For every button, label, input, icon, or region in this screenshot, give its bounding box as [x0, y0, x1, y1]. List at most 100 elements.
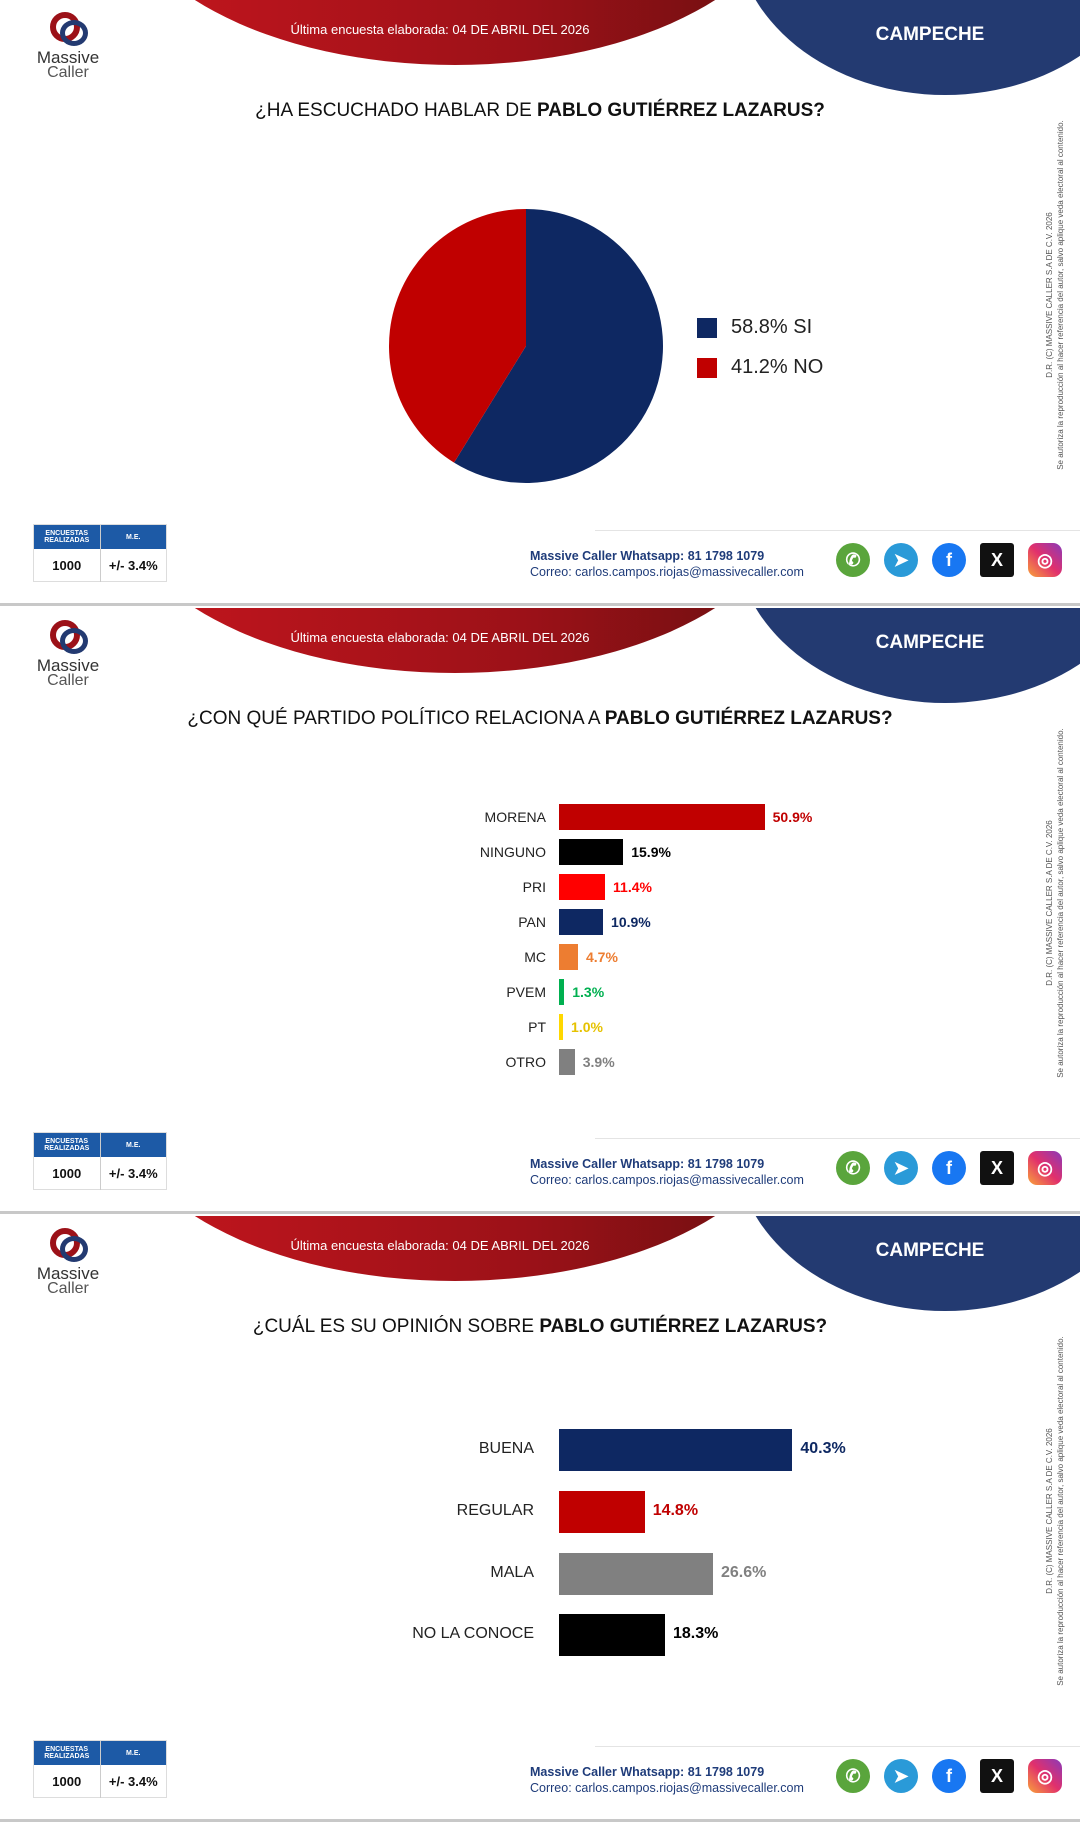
col-header: ENCUESTAS REALIZADAS — [44, 1746, 90, 1760]
category-label: MORENA — [484, 808, 546, 825]
category-label: BUENA — [478, 1440, 534, 1458]
whatsapp-contact[interactable]: Massive Caller Whatsapp: 81 1798 1079 — [530, 1157, 765, 1171]
copyright-watermark: D.R. (C) MASSIVE CALLER S.A DE C.V. 2026… — [1045, 1336, 1065, 1686]
survey-info-table: ENCUESTAS REALIZADAS M.E. 1000 +/- 3.4% — [33, 1740, 167, 1798]
email-contact[interactable]: Correo: carlos.campos.riojas@massivecall… — [530, 565, 804, 579]
legend-label: 41.2% NO — [731, 356, 824, 378]
bar — [559, 1429, 793, 1471]
survey-count: 1000 — [52, 558, 82, 573]
margin-of-error: +/- 3.4% — [99, 1765, 167, 1798]
category-label: NINGUNO — [479, 843, 546, 860]
bar — [559, 1491, 645, 1533]
value-label: 18.3% — [672, 1625, 719, 1643]
copyright-watermark: D.R. (C) MASSIVE CALLER S.A DE C.V. 2026… — [1045, 728, 1065, 1078]
divider — [595, 1746, 1080, 1747]
value-label: 1.0% — [571, 1018, 603, 1035]
massive-caller-logo: Massive Caller — [28, 618, 108, 698]
whatsapp-contact[interactable]: Massive Caller Whatsapp: 81 1798 1079 — [530, 549, 765, 563]
header-blue-band — [735, 608, 1080, 703]
value-label: 40.3% — [800, 1440, 846, 1458]
bar — [559, 979, 565, 1005]
contact-info: Massive Caller Whatsapp: 81 1798 1079 Cor… — [530, 548, 804, 580]
survey-date: Última encuesta elaborada: 04 DE ABRIL D… — [290, 22, 590, 37]
col-header: M.E. — [99, 1741, 167, 1765]
legend-label: 58.8% SI — [731, 316, 813, 338]
value-label: 15.9% — [631, 843, 671, 860]
state-label: CAMPECHE — [875, 24, 985, 45]
pie-slice-0 — [454, 209, 663, 483]
legend-item: 58.8% SI — [697, 316, 812, 339]
legend-item: 41.2% NO — [697, 356, 823, 379]
col-header: M.E. — [99, 525, 167, 549]
poll-panel-1: Última encuesta elaborada: 04 DE ABRIL D… — [0, 0, 1080, 606]
poll-panel-3: Última encuesta elaborada: 04 DE ABRIL D… — [0, 1216, 1080, 1822]
massive-caller-logo: Massive Caller — [28, 1226, 108, 1306]
value-label: 3.9% — [582, 1053, 615, 1070]
x-icon[interactable]: X — [980, 1151, 1014, 1185]
email-contact[interactable]: Correo: carlos.campos.riojas@massivecall… — [530, 1781, 804, 1795]
logo-text: Massive — [36, 1264, 100, 1283]
bar — [559, 839, 624, 865]
state-label: CAMPECHE — [875, 1240, 985, 1261]
bar — [559, 1049, 575, 1075]
logo-icon — [46, 1226, 90, 1266]
divider — [595, 1138, 1080, 1139]
logo-text: Caller — [47, 672, 89, 689]
bar — [559, 1014, 564, 1040]
bar — [559, 1614, 665, 1656]
whatsapp-contact[interactable]: Massive Caller Whatsapp: 81 1798 1079 — [530, 1765, 765, 1779]
col-header: ENCUESTAS REALIZADAS — [44, 530, 90, 544]
social-icons: ✆ ➤ f X ◎ — [836, 543, 1062, 577]
legend-swatch — [697, 317, 717, 338]
header-blue-band — [735, 1216, 1080, 1311]
social-icons: ✆ ➤ f X ◎ — [836, 1759, 1062, 1793]
facebook-icon[interactable]: f — [932, 543, 966, 577]
question-title: ¿CON QUÉ PARTIDO POLÍTICO RELACIONA A PA… — [187, 708, 893, 729]
survey-info-table: ENCUESTAS REALIZADAS M.E. 1000 +/- 3.4% — [33, 1132, 167, 1190]
telegram-icon[interactable]: ➤ — [884, 1759, 918, 1793]
logo-text: Massive — [36, 656, 100, 675]
value-label: 1.3% — [572, 983, 605, 1000]
value-label: 10.9% — [611, 913, 651, 930]
instagram-icon[interactable]: ◎ — [1028, 543, 1062, 577]
category-label: PAN — [518, 913, 546, 930]
bar — [559, 944, 578, 970]
value-label: 50.9% — [772, 808, 813, 825]
logo-icon — [46, 618, 90, 658]
survey-count: 1000 — [52, 1166, 82, 1181]
whatsapp-icon[interactable]: ✆ — [836, 1759, 870, 1793]
margin-of-error: +/- 3.4% — [99, 549, 167, 582]
legend-swatch — [697, 357, 717, 378]
instagram-icon[interactable]: ◎ — [1028, 1759, 1062, 1793]
bar — [559, 909, 604, 935]
value-label: 11.4% — [613, 878, 652, 895]
category-label: NO LA CONOCE — [412, 1625, 534, 1643]
facebook-icon[interactable]: f — [932, 1759, 966, 1793]
social-icons: ✆ ➤ f X ◎ — [836, 1151, 1062, 1185]
x-icon[interactable]: X — [980, 1759, 1014, 1793]
category-label: REGULAR — [456, 1502, 534, 1520]
whatsapp-icon[interactable]: ✆ — [836, 1151, 870, 1185]
facebook-icon[interactable]: f — [932, 1151, 966, 1185]
email-contact[interactable]: Correo: carlos.campos.riojas@massivecall… — [530, 1173, 804, 1187]
logo-text: Caller — [47, 1280, 89, 1297]
x-icon[interactable]: X — [980, 543, 1014, 577]
category-label: OTRO — [505, 1053, 546, 1070]
category-label: PRI — [522, 878, 546, 895]
whatsapp-icon[interactable]: ✆ — [836, 543, 870, 577]
contact-info: Massive Caller Whatsapp: 81 1798 1079 Cor… — [530, 1156, 804, 1188]
pie-chart — [388, 209, 663, 483]
survey-date: Última encuesta elaborada: 04 DE ABRIL D… — [290, 1238, 590, 1253]
instagram-icon[interactable]: ◎ — [1028, 1151, 1062, 1185]
logo-text: Caller — [47, 64, 89, 81]
survey-info-table: ENCUESTAS REALIZADAS M.E. 1000 +/- 3.4% — [33, 524, 167, 582]
margin-of-error: +/- 3.4% — [99, 1157, 167, 1190]
survey-date: Última encuesta elaborada: 04 DE ABRIL D… — [290, 630, 590, 645]
value-label: 14.8% — [652, 1502, 699, 1520]
divider — [595, 530, 1080, 531]
telegram-icon[interactable]: ➤ — [884, 543, 918, 577]
value-label: 26.6% — [721, 1564, 767, 1582]
telegram-icon[interactable]: ➤ — [884, 1151, 918, 1185]
question-title: ¿CUÁL ES SU OPINIÓN SOBRE PABLO GUTIÉRRE… — [252, 1316, 828, 1337]
bar — [559, 874, 606, 900]
